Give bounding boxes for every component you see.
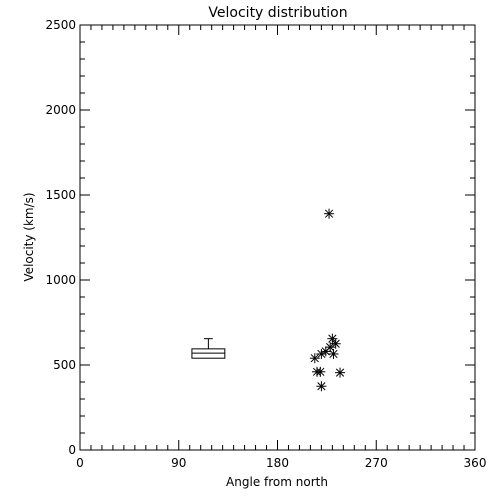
y-tick-label: 1500 xyxy=(45,188,76,202)
x-tick-label: 90 xyxy=(171,456,186,470)
y-tick-label: 1000 xyxy=(45,273,76,287)
y-tick-label: 0 xyxy=(68,443,76,457)
data-point xyxy=(309,353,320,364)
data-point xyxy=(327,333,338,344)
chart-title: Velocity distribution xyxy=(208,5,347,21)
data-point xyxy=(316,381,327,392)
y-axis-label: Velocity (km/s) xyxy=(22,192,36,281)
data-points xyxy=(309,208,346,392)
boxplot xyxy=(191,338,226,359)
major-ticks xyxy=(79,24,476,451)
x-tick-label: 180 xyxy=(266,456,289,470)
tick-labels: 0 90 180 270 360 0 500 1000 1500 2000 2500 xyxy=(45,18,486,470)
y-tick-label: 2000 xyxy=(45,103,76,117)
data-point xyxy=(325,342,336,353)
x-tick-label: 360 xyxy=(464,456,487,470)
data-point xyxy=(316,348,327,359)
data-point xyxy=(315,366,326,377)
data-point xyxy=(335,367,346,378)
x-axis-label: Angle from north xyxy=(226,475,328,489)
data-point xyxy=(330,338,341,349)
data-point xyxy=(328,348,339,359)
x-tick-label: 0 xyxy=(76,456,84,470)
x-tick-label: 270 xyxy=(365,456,388,470)
y-tick-label: 2500 xyxy=(45,18,76,32)
y-tick-label: 500 xyxy=(53,358,76,372)
data-point xyxy=(324,208,335,219)
minor-ticks xyxy=(80,25,475,450)
plot-frame xyxy=(79,24,476,451)
